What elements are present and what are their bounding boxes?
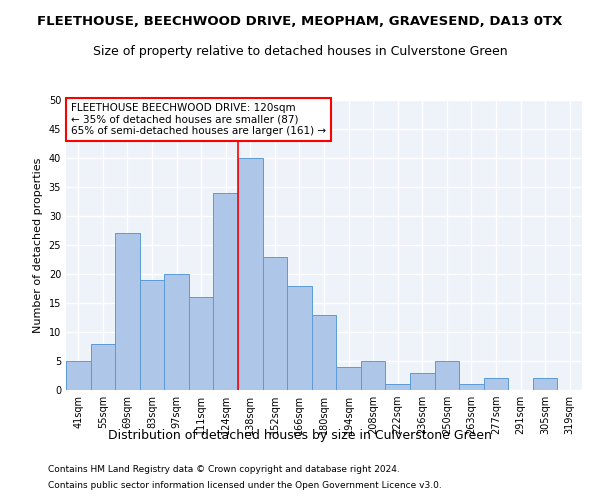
Bar [484,378,508,390]
Bar [336,367,361,390]
Text: Contains HM Land Registry data © Crown copyright and database right 2024.: Contains HM Land Registry data © Crown c… [48,466,400,474]
Bar [533,378,557,390]
Bar [238,158,263,390]
Bar [385,384,410,390]
Bar [361,361,385,390]
Bar [312,314,336,390]
Bar [410,372,434,390]
Bar [214,193,238,390]
Text: Contains public sector information licensed under the Open Government Licence v3: Contains public sector information licen… [48,480,442,490]
Y-axis label: Number of detached properties: Number of detached properties [33,158,43,332]
Text: FLEETHOUSE BEECHWOOD DRIVE: 120sqm
← 35% of detached houses are smaller (87)
65%: FLEETHOUSE BEECHWOOD DRIVE: 120sqm ← 35%… [71,103,326,136]
Text: FLEETHOUSE, BEECHWOOD DRIVE, MEOPHAM, GRAVESEND, DA13 0TX: FLEETHOUSE, BEECHWOOD DRIVE, MEOPHAM, GR… [37,15,563,28]
Text: Distribution of detached houses by size in Culverstone Green: Distribution of detached houses by size … [108,428,492,442]
Bar [263,256,287,390]
Bar [164,274,189,390]
Bar [459,384,484,390]
Bar [91,344,115,390]
Bar [189,297,214,390]
Bar [115,234,140,390]
Bar [140,280,164,390]
Bar [287,286,312,390]
Bar [434,361,459,390]
Bar [66,361,91,390]
Text: Size of property relative to detached houses in Culverstone Green: Size of property relative to detached ho… [92,45,508,58]
